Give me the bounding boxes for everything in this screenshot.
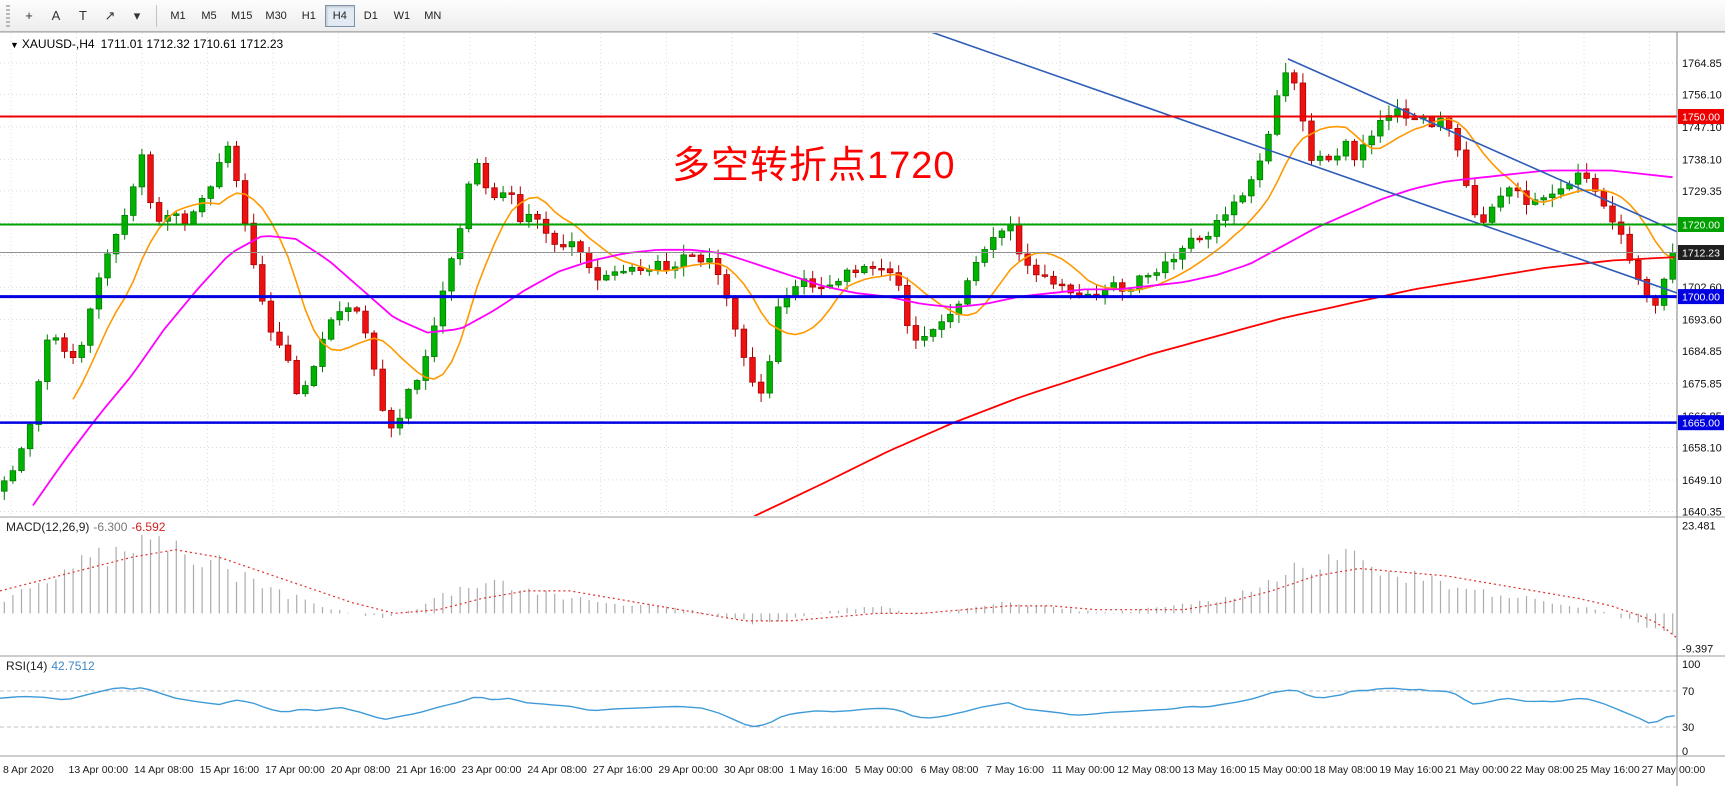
svg-text:1675.85: 1675.85 [1682, 379, 1722, 391]
svg-text:70: 70 [1682, 686, 1694, 698]
price-badge: 1750.00 [1678, 109, 1724, 124]
svg-text:1700.00: 1700.00 [1682, 292, 1720, 304]
svg-text:23.481: 23.481 [1682, 521, 1716, 533]
svg-text:1 May 16:00: 1 May 16:00 [790, 764, 848, 776]
svg-text:21 May 00:00: 21 May 00:00 [1445, 764, 1509, 776]
macd-histogram [3, 534, 1674, 635]
svg-text:15 Apr 16:00: 15 Apr 16:00 [200, 764, 260, 776]
timeframe-d1-button[interactable]: D1 [356, 5, 386, 27]
tools-dropdown-icon[interactable]: ▾ [124, 4, 150, 28]
svg-text:13 Apr 00:00: 13 Apr 00:00 [69, 764, 129, 776]
svg-text:1640.35: 1640.35 [1682, 506, 1722, 518]
svg-text:12 May 08:00: 12 May 08:00 [1117, 764, 1181, 776]
text-label-icon[interactable]: A [43, 4, 69, 28]
svg-text:22 May 08:00: 22 May 08:00 [1511, 764, 1575, 776]
svg-text:5 May 00:00: 5 May 00:00 [855, 764, 913, 776]
price-badge: 1712.23 [1678, 245, 1724, 260]
svg-text:27 Apr 16:00: 27 Apr 16:00 [593, 764, 653, 776]
svg-text:1756.10: 1756.10 [1682, 90, 1722, 102]
trendline[interactable] [915, 26, 1677, 294]
timeframe-w1-button[interactable]: W1 [387, 5, 417, 27]
svg-text:1649.10: 1649.10 [1682, 475, 1722, 487]
chart-grid [0, 33, 1677, 516]
svg-text:14 Apr 08:00: 14 Apr 08:00 [134, 764, 194, 776]
svg-text:21 Apr 16:00: 21 Apr 16:00 [396, 764, 456, 776]
svg-text:24 Apr 08:00: 24 Apr 08:00 [527, 764, 587, 776]
toolbar-separator [156, 4, 157, 27]
crosshair-icon[interactable]: + [16, 4, 42, 28]
timeframe-h1-button[interactable]: H1 [294, 5, 324, 27]
rsi-line [0, 687, 1675, 728]
time-axis[interactable]: 8 Apr 2020 13 Apr 00:00 14 Apr 08:00 15 Apr… [3, 764, 1705, 776]
svg-text:1764.85: 1764.85 [1682, 58, 1722, 70]
svg-text:7 May 16:00: 7 May 16:00 [986, 764, 1044, 776]
svg-text:23 Apr 00:00: 23 Apr 00:00 [462, 764, 522, 776]
price-scale[interactable]: 1764.85 1756.10 1747.10 1738.10 1729.35 1720.… [1682, 58, 1722, 518]
ma-slow-line [753, 256, 1675, 516]
svg-text:19 May 16:00: 19 May 16:00 [1379, 764, 1443, 776]
svg-text:1658.10: 1658.10 [1682, 443, 1722, 455]
svg-text:1738.10: 1738.10 [1682, 154, 1722, 166]
svg-text:11 May 00:00: 11 May 00:00 [1052, 764, 1115, 776]
price-badge: 1720.00 [1678, 217, 1724, 232]
svg-text:-9.397: -9.397 [1682, 644, 1713, 656]
timeframe-h4-button[interactable]: H4 [324, 4, 355, 27]
svg-text:1750.00: 1750.00 [1682, 111, 1720, 123]
timeframe-m15-button[interactable]: M15 [225, 5, 258, 27]
svg-text:1684.85: 1684.85 [1682, 346, 1722, 358]
ma-fast-line [72, 118, 1674, 400]
svg-text:1720.00: 1720.00 [1682, 220, 1720, 232]
svg-text:8 Apr 2020: 8 Apr 2020 [3, 764, 54, 776]
svg-text:17 Apr 00:00: 17 Apr 00:00 [265, 764, 325, 776]
svg-text:13 May 16:00: 13 May 16:00 [1183, 764, 1247, 776]
timeframe-bar: M1 M5 M15 M30 H1 H4 D1 W1 MN [163, 4, 448, 27]
text-tool-icon[interactable]: T [70, 4, 96, 28]
trendline[interactable] [1287, 58, 1677, 233]
price-badge: 1665.00 [1678, 415, 1724, 431]
toolbar-tools: + A T ↗ ▾ [16, 4, 150, 28]
toolbar: + A T ↗ ▾ M1 M5 M15 M30 H1 H4 D1 W1 MN [0, 0, 1725, 32]
svg-text:0: 0 [1682, 746, 1688, 758]
timeframe-m1-button[interactable]: M1 [163, 5, 193, 27]
timeframe-mn-button[interactable]: MN [418, 5, 448, 27]
svg-text:15 May 00:00: 15 May 00:00 [1248, 764, 1312, 776]
svg-text:1747.10: 1747.10 [1682, 122, 1722, 134]
svg-text:18 May 08:00: 18 May 08:00 [1314, 764, 1378, 776]
svg-text:25 May 16:00: 25 May 16:00 [1576, 764, 1640, 776]
svg-text:100: 100 [1682, 659, 1700, 671]
price-badge: 1700.00 [1678, 289, 1724, 305]
svg-text:30 Apr 08:00: 30 Apr 08:00 [724, 764, 784, 776]
svg-text:30: 30 [1682, 722, 1694, 734]
timeframe-m30-button[interactable]: M30 [259, 5, 292, 27]
svg-text:29 Apr 00:00: 29 Apr 00:00 [658, 764, 718, 776]
svg-text:27 May 00:00: 27 May 00:00 [1642, 764, 1706, 776]
toolbar-drag-handle[interactable] [6, 4, 10, 27]
svg-text:1693.60: 1693.60 [1682, 315, 1722, 327]
svg-text:6 May 08:00: 6 May 08:00 [921, 764, 979, 776]
ma-medium-line [32, 169, 1673, 507]
svg-text:1712.23: 1712.23 [1682, 248, 1720, 260]
svg-text:1729.35: 1729.35 [1682, 186, 1722, 198]
timeframe-m5-button[interactable]: M5 [194, 5, 224, 27]
svg-text:20 Apr 08:00: 20 Apr 08:00 [331, 764, 391, 776]
svg-text:1665.00: 1665.00 [1682, 418, 1720, 430]
arrow-tool-icon[interactable]: ↗ [97, 4, 123, 28]
